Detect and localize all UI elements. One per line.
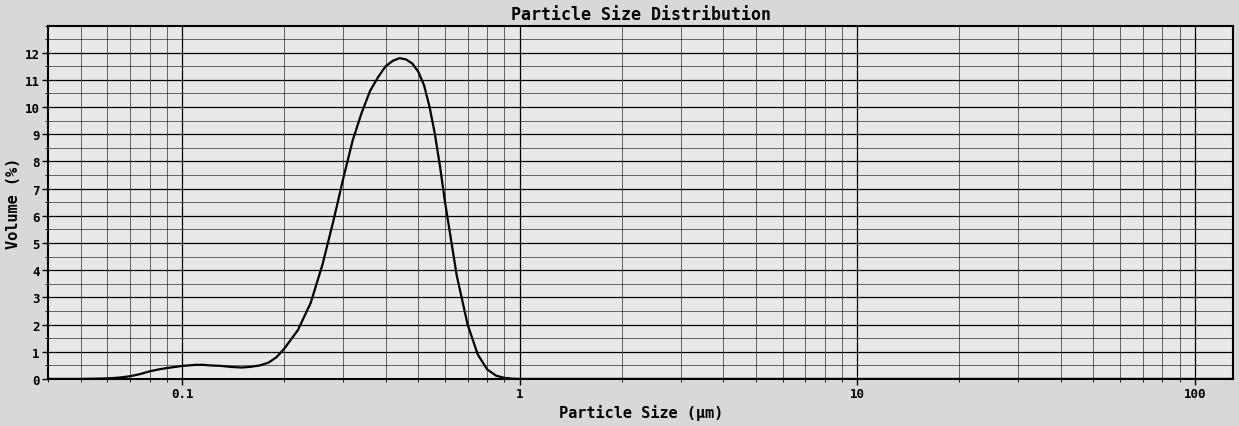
- Y-axis label: Volume (%): Volume (%): [5, 157, 21, 248]
- X-axis label: Particle Size (μm): Particle Size (μm): [559, 405, 722, 420]
- Title: Particle Size Distribution: Particle Size Distribution: [510, 6, 771, 23]
